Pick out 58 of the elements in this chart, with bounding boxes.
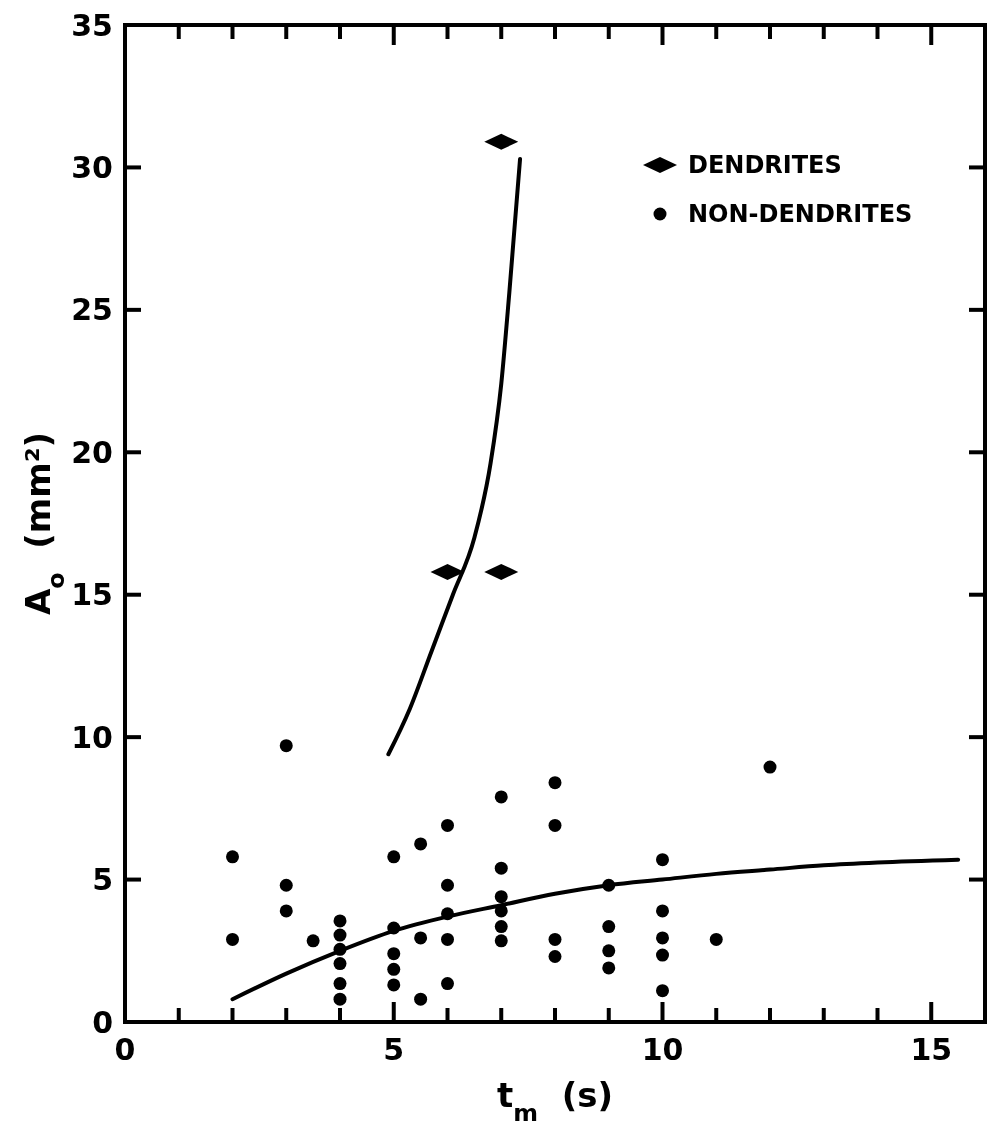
point bbox=[494, 920, 508, 934]
point bbox=[279, 878, 293, 892]
y-tick-label: 25 bbox=[71, 292, 113, 328]
point bbox=[656, 984, 669, 998]
point bbox=[414, 992, 428, 1006]
line-series bbox=[386, 156, 523, 757]
y-tick-label: 0 bbox=[92, 1004, 113, 1040]
x-tick-label: 0 bbox=[114, 1032, 136, 1067]
point bbox=[602, 920, 616, 934]
x-axis-title: t$_{m}$ (s) bbox=[496, 1075, 614, 1127]
point bbox=[494, 890, 508, 904]
point bbox=[387, 947, 401, 961]
x-tick-label: 15 bbox=[910, 1032, 953, 1067]
point bbox=[548, 776, 562, 790]
point bbox=[333, 914, 347, 928]
point bbox=[387, 962, 401, 976]
x-tick-label: 5 bbox=[383, 1032, 405, 1067]
y-tick-label: 35 bbox=[71, 7, 113, 43]
point bbox=[709, 932, 723, 946]
point bbox=[441, 878, 454, 892]
line-series bbox=[230, 857, 961, 1002]
point bbox=[602, 944, 616, 958]
point bbox=[548, 949, 562, 963]
point bbox=[306, 934, 320, 948]
point bbox=[333, 957, 347, 971]
y-tick-label: 10 bbox=[71, 719, 113, 755]
point bbox=[494, 934, 508, 948]
point bbox=[387, 850, 401, 864]
point bbox=[226, 850, 239, 864]
point bbox=[279, 739, 293, 753]
point bbox=[656, 931, 669, 945]
point bbox=[387, 978, 401, 992]
y-tick-label: 20 bbox=[71, 434, 113, 470]
point bbox=[414, 837, 428, 851]
point bbox=[414, 931, 428, 945]
point bbox=[602, 961, 616, 975]
point bbox=[656, 904, 669, 918]
point bbox=[656, 948, 669, 962]
point bbox=[656, 853, 669, 867]
legend-label: NON-DENDRITES bbox=[688, 200, 913, 229]
point bbox=[548, 932, 562, 946]
point bbox=[333, 928, 347, 942]
point bbox=[441, 977, 454, 991]
point bbox=[441, 932, 454, 946]
point bbox=[441, 818, 454, 832]
point bbox=[763, 760, 777, 774]
point bbox=[226, 932, 239, 946]
x-tick-label: 10 bbox=[641, 1032, 684, 1067]
legend-label: DENDRITES bbox=[688, 151, 842, 180]
y-tick-label: 5 bbox=[92, 862, 113, 898]
point bbox=[494, 790, 508, 804]
point bbox=[548, 818, 562, 832]
y-tick-label: 15 bbox=[71, 577, 113, 613]
y-tick-label: 30 bbox=[71, 149, 113, 185]
point bbox=[279, 904, 293, 918]
point bbox=[494, 861, 508, 875]
point bbox=[333, 977, 347, 991]
point bbox=[333, 992, 347, 1006]
